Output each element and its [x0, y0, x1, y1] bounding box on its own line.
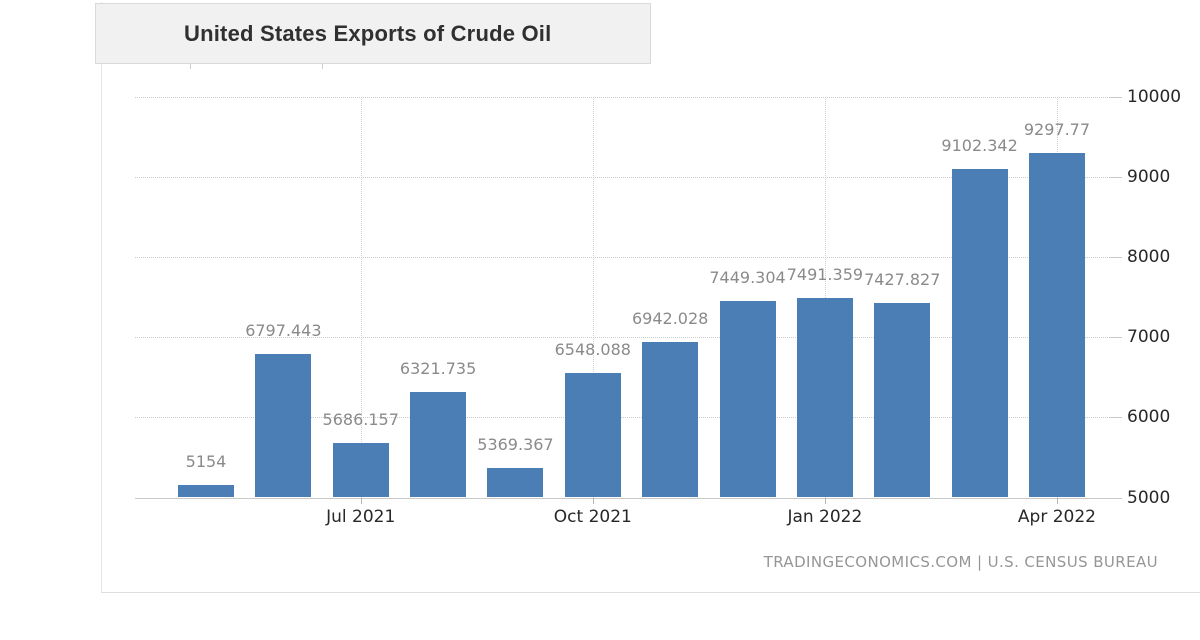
- y-axis-tick: [1110, 337, 1122, 339]
- y-gridline: [135, 417, 1110, 419]
- y-gridline: [135, 337, 1110, 339]
- x-axis-label: Jan 2022: [787, 507, 863, 527]
- bar-value-label: 9102.342: [941, 135, 1018, 155]
- chart-attribution: TRADINGECONOMICS.COM | U.S. CENSUS BUREA…: [763, 553, 1158, 571]
- bar-value-label: 6797.443: [245, 320, 322, 340]
- bar-value-label: 7427.827: [864, 270, 941, 290]
- bar-value-label: 6942.028: [631, 308, 709, 328]
- x-axis-tick: [1056, 497, 1058, 504]
- x-axis-tick: [360, 497, 362, 504]
- bar-jan-2022[interactable]: [796, 297, 853, 498]
- y-axis-label: 5000: [1127, 487, 1171, 508]
- x-axis-tick: [824, 497, 826, 504]
- x-axis-label: Apr 2022: [1017, 507, 1096, 527]
- bar-value-label: 6321.735: [399, 358, 477, 378]
- x-gridline: [592, 97, 594, 498]
- top-axis-artifact-tick: [190, 64, 191, 69]
- top-axis-artifact-tick: [322, 64, 323, 69]
- bar-nov-2021[interactable]: [642, 341, 699, 498]
- y-axis-tick: [1110, 417, 1122, 419]
- y-axis-tick: [1110, 257, 1122, 259]
- y-axis-tick: [1110, 97, 1122, 98]
- bar-value-label: 6548.088: [554, 340, 631, 360]
- y-gridline: [135, 257, 1110, 259]
- bar-apr-2022[interactable]: [1028, 153, 1085, 498]
- bar-value-label: 5686.157: [322, 409, 399, 429]
- y-axis-label: 9000: [1127, 167, 1171, 188]
- bar-feb-2022[interactable]: [874, 303, 931, 498]
- bar-jun-2021[interactable]: [255, 353, 312, 498]
- bar-oct-2021[interactable]: [564, 373, 621, 498]
- x-axis-label: Oct 2021: [553, 507, 632, 527]
- bar-value-label: 5154: [185, 452, 227, 472]
- x-axis-line: [135, 497, 1122, 499]
- bar-value-label: 5369.367: [477, 434, 554, 454]
- y-axis-label: 10000: [1127, 87, 1182, 107]
- x-axis-tick: [592, 497, 594, 504]
- bar-value-label: 9297.77: [1023, 120, 1091, 140]
- y-axis-label: 7000: [1127, 327, 1171, 348]
- y-axis-tick: [1110, 177, 1122, 179]
- bar-value-label: 7491.359: [786, 264, 864, 284]
- bar-aug-2021[interactable]: [410, 391, 467, 498]
- x-gridline: [824, 97, 826, 498]
- y-axis-label: 8000: [1127, 247, 1171, 268]
- chart-title-bar: United States Exports of Crude Oil: [95, 3, 651, 64]
- bar-may-2021[interactable]: [178, 485, 234, 498]
- y-gridline: [135, 97, 1110, 98]
- bar-jul-2021[interactable]: [332, 442, 389, 498]
- bar-mar-2022[interactable]: [951, 168, 1008, 498]
- y-axis-label: 6000: [1127, 407, 1171, 428]
- x-axis-label: Jul 2021: [326, 507, 396, 527]
- bar-value-label: 7449.304: [709, 268, 786, 288]
- bar-dec-2021[interactable]: [719, 301, 776, 498]
- bar-sep-2021[interactable]: [487, 467, 544, 498]
- x-gridline: [360, 97, 362, 498]
- y-gridline: [135, 177, 1110, 179]
- chart-title: United States Exports of Crude Oil: [184, 20, 552, 46]
